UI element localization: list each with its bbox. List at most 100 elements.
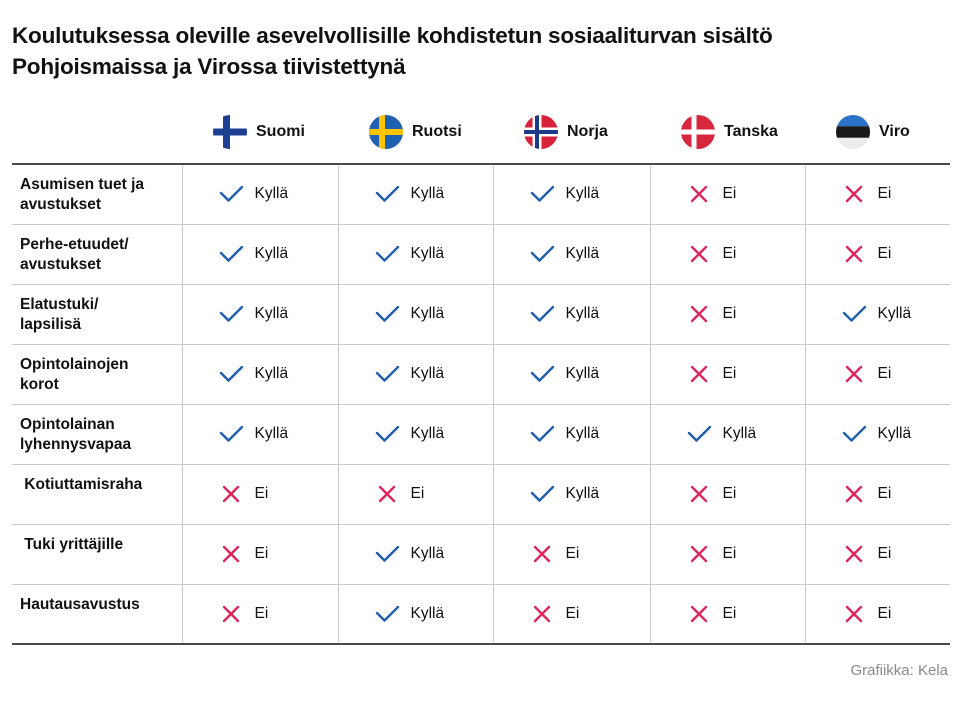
value-cell: Kyllä <box>337 584 493 644</box>
check-icon <box>375 302 399 326</box>
value-cell-content: Kyllä <box>806 422 951 446</box>
value-text: Kyllä <box>254 305 289 322</box>
value-text: Ei <box>877 185 892 203</box>
value-text: Ei <box>877 485 892 502</box>
row-label-cell: Asumisen tuet ja avustukset <box>12 164 182 224</box>
value-cell-content: Kyllä <box>339 362 493 386</box>
value-cell-content: Ei <box>183 602 338 626</box>
value-text: Kyllä <box>410 245 445 262</box>
value-cell: Ei <box>649 284 805 344</box>
column-header-label: Tanska <box>724 123 778 140</box>
row-label: Kotiuttamisraha <box>12 465 182 495</box>
value-cell: Kyllä <box>492 164 650 224</box>
table-row: Kotiuttamisraha Ei Ei Kyllä Ei Ei <box>12 464 950 524</box>
row-label-line: Tuki yrittäjille <box>20 535 124 553</box>
value-cell: Kyllä <box>492 464 650 524</box>
column-header-label: Norja <box>567 123 608 140</box>
value-cell: Ei <box>492 584 650 644</box>
value-cell: Kyllä <box>492 284 650 344</box>
value-cell-content: Ei <box>806 182 951 206</box>
row-label: Perhe-etuudet/avustukset <box>12 225 182 275</box>
value-text: Ei <box>254 604 269 622</box>
value-cell-content: Ei <box>651 302 805 326</box>
row-label-line: Opintolainan <box>20 415 115 433</box>
row-label-cell: Elatustuki/lapsilisä <box>12 284 182 344</box>
row-label-line: lyhennysvapaa <box>20 435 132 453</box>
column-header-content: Ruotsi <box>338 115 493 149</box>
value-text: Kyllä <box>254 185 289 203</box>
value-text: Kyllä <box>410 305 445 322</box>
value-cell-content: Kyllä <box>339 542 493 566</box>
value-cell-content: Ei <box>494 542 650 566</box>
table-row: Opintolainan lyhennysvapaa Kyllä Kyllä Kyllä… <box>12 404 950 464</box>
value-cell: Ei <box>804 224 950 284</box>
value-cell: Ei <box>181 464 338 524</box>
value-cell: Ei <box>337 464 493 524</box>
table-row: Asumisen tuet ja avustukset Kyllä Kyllä Kyll… <box>12 164 950 224</box>
value-text: Kyllä <box>565 305 600 322</box>
value-cell: Ei <box>649 344 805 404</box>
value-cell-content: Ei <box>651 362 805 386</box>
row-label-line: Hautausavustus <box>20 595 140 613</box>
value-cell: Ei <box>649 164 805 224</box>
row-label-header <box>12 101 182 164</box>
column-header-ruotsi: Ruotsi <box>338 101 493 164</box>
row-label-line: Elatustuki/ <box>20 295 99 313</box>
value-cell: Ei <box>649 464 805 524</box>
row-label-cell: Kotiuttamisraha <box>12 464 182 524</box>
check-icon <box>530 302 554 326</box>
value-text: Kyllä <box>565 185 600 203</box>
value-text: Kyllä <box>410 185 445 203</box>
column-header-label: Viro <box>879 123 910 140</box>
check-icon <box>375 602 399 626</box>
value-text: Kyllä <box>722 425 757 442</box>
finland-flag-icon <box>213 115 247 149</box>
value-cell: Kyllä <box>337 404 493 464</box>
value-cell: Kyllä <box>181 224 338 284</box>
cross-icon <box>530 602 554 626</box>
cross-icon <box>687 182 711 206</box>
value-text: Kyllä <box>565 485 600 502</box>
value-text: Ei <box>254 485 269 502</box>
table-row: Opintolainojen korot Kyllä Kyllä Kyllä Ei Ei <box>12 344 950 404</box>
row-label: Elatustuki/lapsilisä <box>12 285 182 335</box>
value-text: Ei <box>877 365 892 382</box>
value-text: Kyllä <box>565 365 600 382</box>
value-cell-content: Ei <box>806 362 951 386</box>
cross-icon <box>687 602 711 626</box>
check-icon <box>530 422 554 446</box>
value-cell-content: Ei <box>651 182 805 206</box>
value-text: Kyllä <box>410 604 445 622</box>
check-icon <box>530 242 554 266</box>
check-icon <box>219 242 243 266</box>
value-text: Ei <box>722 604 737 622</box>
cross-icon <box>219 602 243 626</box>
value-cell: Ei <box>181 584 338 644</box>
column-header-content: Norja <box>493 115 650 149</box>
value-cell: Ei <box>804 584 950 644</box>
value-cell-content: Kyllä <box>806 302 951 326</box>
cross-icon <box>842 362 866 386</box>
value-text: Ei <box>877 245 892 262</box>
cross-icon <box>842 242 866 266</box>
check-icon <box>842 422 866 446</box>
value-text: Ei <box>722 245 737 262</box>
row-label: Opintolainan lyhennysvapaa <box>12 405 182 455</box>
value-text: Ei <box>722 185 737 203</box>
cross-icon <box>375 482 399 506</box>
row-label-line: korot <box>20 375 59 393</box>
value-cell: Kyllä <box>649 404 805 464</box>
column-header-norja: Norja <box>493 101 650 164</box>
row-label-line: avustukset <box>20 255 101 273</box>
value-cell: Ei <box>492 524 650 584</box>
value-cell: Kyllä <box>181 164 338 224</box>
estonia-flag-icon <box>836 115 870 149</box>
value-text: Kyllä <box>410 545 445 562</box>
column-header-viro: Viro <box>805 101 950 164</box>
value-cell: Kyllä <box>492 224 650 284</box>
check-icon <box>530 362 554 386</box>
table-body: Asumisen tuet ja avustukset Kyllä Kyllä Kyll… <box>12 164 950 644</box>
value-text: Kyllä <box>254 245 289 262</box>
value-cell-content: Kyllä <box>183 362 338 386</box>
value-text: Kyllä <box>877 305 912 322</box>
